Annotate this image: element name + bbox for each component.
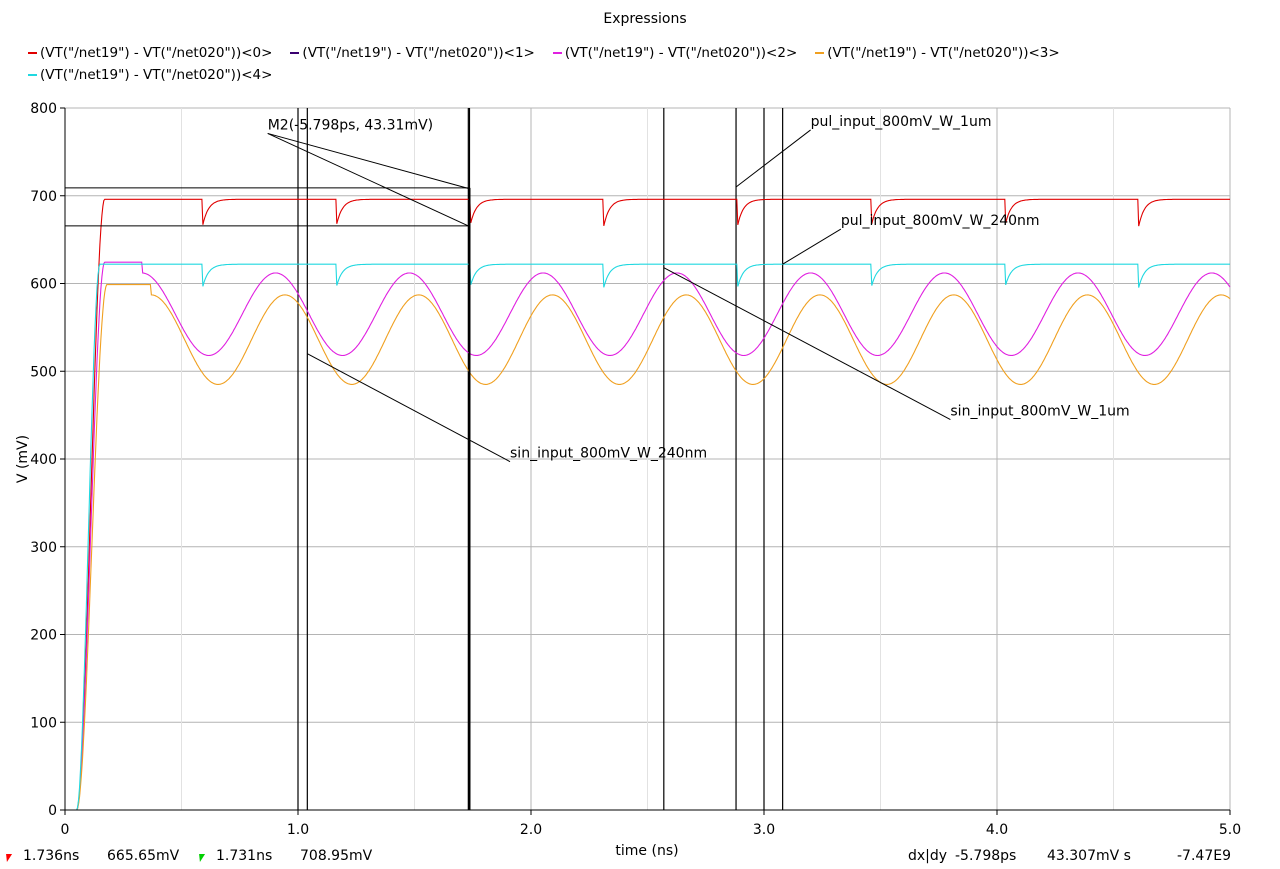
legend-swatch xyxy=(815,52,825,54)
legend-swatch xyxy=(28,52,37,54)
legend: (VT("/net19") - VT("/net020"))<0> (VT("/n… xyxy=(28,42,1268,86)
y-tick-label: 100 xyxy=(30,715,57,731)
marker-b-time: 1.731ns xyxy=(216,848,273,864)
legend-item[interactable]: (VT("/net19") - VT("/net020"))<3> xyxy=(815,42,1060,64)
legend-swatch xyxy=(552,52,562,54)
x-tick-label: 0 xyxy=(61,822,70,838)
annotation-label: M2(-5.798ps, 43.31mV) xyxy=(268,117,433,133)
annotation-label: pul_input_800mV_W_1um xyxy=(811,114,992,130)
annotation-leader xyxy=(663,267,951,420)
slope: -7.47E9 xyxy=(1177,848,1231,864)
legend-label: (VT("/net19") - VT("/net020"))<1> xyxy=(302,45,535,61)
legend-item[interactable]: (VT("/net19") - VT("/net020"))<2> xyxy=(552,42,798,64)
x-tick-label: 4.0 xyxy=(986,822,1008,838)
chart-title: Expressions xyxy=(603,11,686,27)
y-tick-label: 700 xyxy=(30,189,57,205)
axes: 0 100 200 300 400 500 600 700 800 0 1.0 2.0 3.0 4.0 5.… xyxy=(30,101,1241,838)
y-tick-label: 500 xyxy=(30,364,57,380)
series-layer xyxy=(65,198,1231,811)
y-tick-label: 0 xyxy=(48,803,57,819)
annotation-label: sin_input_800mV_W_240nm xyxy=(510,446,707,462)
series-line xyxy=(65,263,1230,811)
x-tick-label: 1.0 xyxy=(287,822,309,838)
annotation-leader xyxy=(267,132,470,227)
y-tick-label: 600 xyxy=(30,277,57,293)
legend-label: (VT("/net19") - VT("/net020"))<2> xyxy=(564,45,798,61)
y-tick-label: 400 xyxy=(30,452,57,468)
annotations: M2(-5.798ps, 43.31mV) pul_input_800mV_W_1… xyxy=(65,114,1130,810)
x-tick-label: 3.0 xyxy=(753,822,775,838)
legend-swatch xyxy=(28,74,37,76)
annotation-label: pul_input_800mV_W_240nm xyxy=(841,213,1040,229)
series-line xyxy=(65,261,1231,811)
legend-label: (VT("/net19") - VT("/net020"))<0> xyxy=(40,45,273,61)
series-line xyxy=(65,284,1231,811)
legend-item[interactable]: (VT("/net19") - VT("/net020"))<4> xyxy=(28,64,272,86)
y-tick-label: 800 xyxy=(30,101,57,117)
annotation-leader xyxy=(267,132,470,190)
legend-label: (VT("/net19") - VT("/net020"))<4> xyxy=(40,67,273,83)
legend-swatch xyxy=(290,52,300,54)
marker-a-value: 665.65mV xyxy=(107,848,180,864)
delta-label: dx|dy xyxy=(908,848,948,864)
status-bar: 1.736ns 665.65mV 1.731ns 708.95mV dx|dy … xyxy=(0,846,1280,868)
x-tick-label: 2.0 xyxy=(520,822,542,838)
legend-item[interactable]: (VT("/net19") - VT("/net020"))<0> xyxy=(28,42,272,64)
marker-b-value: 708.95mV xyxy=(300,848,373,864)
legend-label: (VT("/net19") - VT("/net020"))<3> xyxy=(827,45,1060,61)
x-axis-label: time (ns) xyxy=(615,843,678,859)
x-tick-label: 5.0 xyxy=(1219,822,1241,838)
annotation-leader xyxy=(735,129,811,188)
annotation-leader xyxy=(307,353,511,463)
y-axis-label: V (mV) xyxy=(15,435,31,483)
series-line xyxy=(65,198,1230,811)
y-tick-label: 300 xyxy=(30,540,57,556)
annotation-leader xyxy=(782,228,842,265)
delta-y: 43.307mV s xyxy=(1047,848,1131,864)
y-tick-label: 200 xyxy=(30,628,57,644)
marker-a-time: 1.736ns xyxy=(23,848,80,864)
legend-item[interactable]: (VT("/net19") - VT("/net020"))<1> xyxy=(290,42,535,64)
delta-x: -5.798ps xyxy=(955,848,1017,864)
annotation-label: sin_input_800mV_W_1um xyxy=(950,404,1129,420)
